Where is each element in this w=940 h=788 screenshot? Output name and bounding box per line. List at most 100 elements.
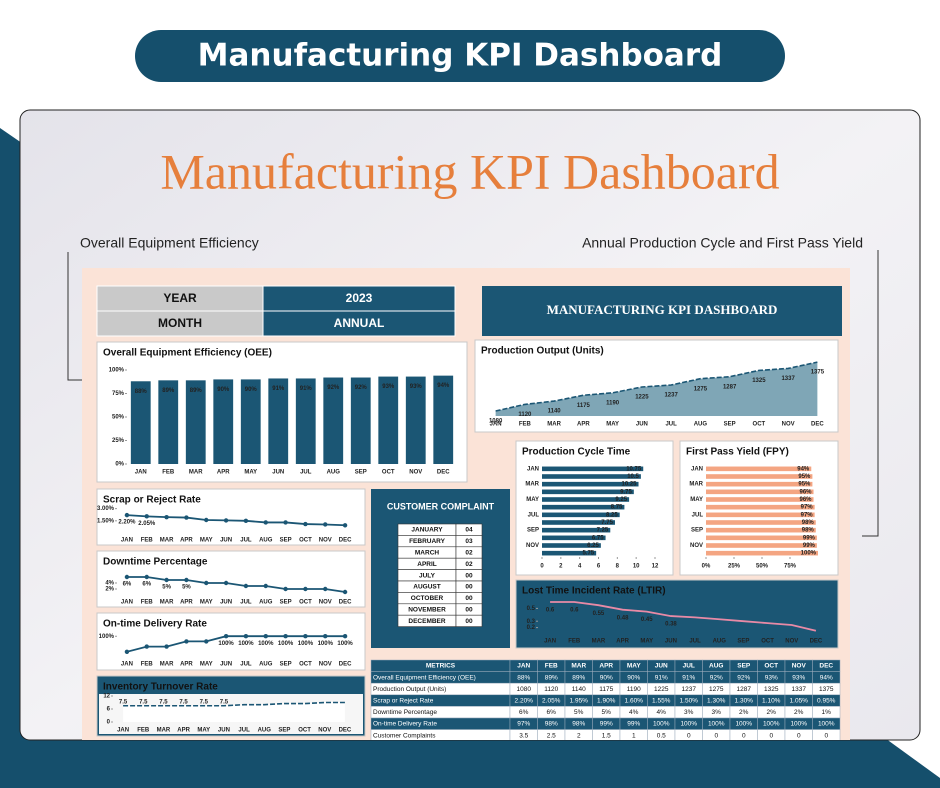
bar: [542, 489, 634, 495]
x-tick-label: AUG: [258, 728, 272, 734]
point: [164, 644, 169, 649]
point: [184, 515, 189, 520]
point: [124, 649, 130, 654]
table-text: 1325: [764, 686, 779, 693]
complaint-text: JANUARY: [411, 527, 443, 534]
x-tick-label: NOV: [785, 639, 798, 645]
complaint-title: CUSTOMER COMPLAINT: [387, 501, 495, 511]
table-text: 1287: [737, 686, 752, 693]
y-tick-label: 6: [107, 707, 111, 713]
point: [144, 644, 149, 649]
point: [204, 517, 209, 523]
table-text: 0: [742, 732, 746, 739]
table-text: 94%: [820, 674, 833, 681]
x-tick-label: SEP: [280, 662, 292, 668]
data-label: 99%: [803, 535, 816, 541]
x-tick-label: MAR: [592, 639, 606, 645]
y-tick-label: NOV: [690, 543, 703, 549]
x-tick-label: DEC: [810, 639, 823, 645]
table-header: APR: [599, 663, 613, 670]
x-tick-label: FEB: [162, 470, 175, 476]
selector-value[interactable]: 2023: [346, 291, 373, 305]
data-label: 100%: [238, 641, 254, 647]
x-tick-label: FEB: [568, 639, 581, 645]
table-text: 6%: [519, 709, 529, 716]
table-text: 97%: [517, 721, 530, 728]
x-tick-label: MAR: [160, 662, 174, 668]
point: [323, 522, 328, 527]
table-text: 1175: [599, 686, 613, 693]
x-tick-label: SEP: [724, 422, 736, 428]
x-tick-label: MAY: [606, 422, 619, 428]
complaint-text: DECEMBER: [408, 618, 446, 625]
data-label: 100%: [318, 641, 334, 647]
x-tick-label: AUG: [713, 639, 727, 645]
complaint-text: 00: [465, 572, 473, 579]
bar: [350, 377, 371, 464]
y-tick-label: MAY: [526, 497, 539, 503]
data-label: 7.5: [200, 699, 209, 705]
table-cell: [812, 729, 841, 740]
x-tick-label: MAY: [640, 639, 653, 645]
y-tick-label: 0.2: [527, 625, 536, 631]
data-label: 100%: [801, 551, 817, 557]
x-tick-label: FEB: [141, 538, 154, 544]
x-tick-label: JAN: [121, 600, 133, 606]
table-text: 100%: [818, 721, 835, 728]
x-tick-label: JUN: [220, 600, 232, 606]
table-text: 91%: [655, 674, 668, 681]
x-tick-label: OCT: [299, 662, 312, 668]
x-tick-label: 75%: [784, 564, 797, 570]
y-tick-label: NOV: [526, 543, 539, 549]
data-label: 7.5: [119, 699, 128, 705]
point: [144, 514, 149, 519]
data-label: 1175: [577, 403, 591, 409]
data-label: 1325: [752, 378, 766, 384]
data-label: 10.75: [626, 466, 642, 472]
bar: [158, 380, 179, 464]
data-label: 7.5: [220, 699, 229, 705]
x-tick-label: 12: [652, 564, 659, 570]
complaint-text: 02: [465, 550, 473, 557]
data-label: 100%: [258, 641, 274, 647]
x-tick-label: JUN: [636, 422, 648, 428]
complaint-text: 00: [465, 618, 473, 625]
table-header: JUL: [683, 663, 695, 670]
complaint-cell: [455, 614, 483, 627]
table-text: 1.05%: [790, 698, 809, 705]
selector-value[interactable]: ANNUAL: [334, 316, 385, 330]
table-text: 88%: [517, 674, 530, 681]
table-text: 100%: [708, 721, 725, 728]
table-text: 2%: [767, 709, 777, 716]
table-text: 99%: [600, 721, 613, 728]
y-tick-label: 0.5: [527, 606, 536, 612]
x-tick-label: OCT: [299, 538, 312, 544]
bar: [542, 466, 644, 472]
point: [342, 589, 348, 595]
x-tick-label: APR: [177, 728, 190, 734]
table-text: 90%: [627, 674, 640, 681]
chart-panel: [96, 550, 366, 608]
x-tick-label: SEP: [280, 600, 292, 606]
y-tick-label: 75%: [112, 391, 125, 397]
data-label: 90%: [217, 387, 230, 393]
area: [123, 702, 345, 722]
banner: [135, 30, 785, 82]
x-tick-label: 50%: [756, 564, 769, 570]
x-tick-label: NOV: [319, 600, 332, 606]
callout: Overall Equipment Efficiency: [80, 235, 259, 251]
point: [283, 586, 288, 592]
x-tick-label: 4: [578, 564, 582, 570]
bar: [542, 481, 639, 487]
data-label: 1337: [781, 376, 795, 382]
table-text: 1337: [792, 686, 807, 693]
data-label: 95%: [798, 474, 811, 480]
chart-title: Scrap or Reject Rate: [103, 495, 201, 506]
table-text: 0: [797, 732, 801, 739]
table-text: 2.5: [547, 732, 556, 739]
point: [303, 586, 308, 592]
data-label: 5%: [162, 585, 171, 591]
data-label: 8.25: [606, 512, 618, 518]
data-label: 91%: [300, 386, 313, 392]
table-header: MAY: [627, 663, 642, 670]
